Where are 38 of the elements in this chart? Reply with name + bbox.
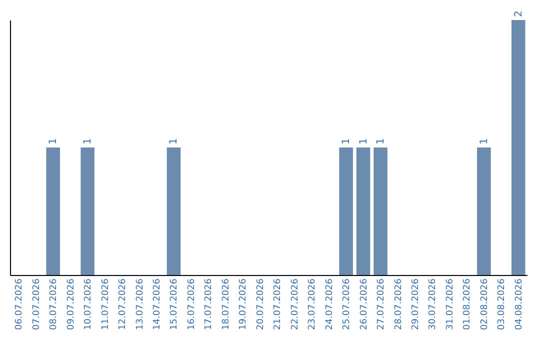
- x-tick-label: 22.07.2026: [290, 278, 300, 330]
- data-label: 1: [376, 138, 387, 144]
- x-tick-label: 24.07.2026: [324, 278, 335, 330]
- x-tick-label: 16.07.2026: [186, 278, 197, 330]
- data-label: 1: [48, 138, 60, 144]
- data-label: 1: [341, 138, 352, 144]
- x-tick-label: 29.07.2026: [410, 278, 421, 330]
- x-tick-label: 17.07.2026: [204, 278, 214, 330]
- x-tick-label: 04.08.2026: [514, 278, 524, 330]
- x-tick-label: 30.07.2026: [428, 278, 438, 330]
- x-tick-label: 20.07.2026: [256, 278, 266, 330]
- x-tick-label: 18.07.2026: [221, 278, 232, 330]
- x-tick-label: 10.07.2026: [84, 278, 94, 330]
- data-label: 2: [513, 10, 524, 17]
- x-tick-label: 08.07.2026: [49, 278, 60, 330]
- data-label: 1: [358, 138, 370, 144]
- x-tick-label: 27.07.2026: [376, 278, 387, 330]
- x-tick-label: 14.07.2026: [152, 278, 162, 330]
- x-tick-label: 12.07.2026: [118, 278, 128, 330]
- x-tick-label: 02.08.2026: [480, 278, 490, 330]
- x-tick-label: 13.07.2026: [135, 278, 146, 330]
- data-label: 1: [82, 138, 94, 144]
- x-tick-label: 31.07.2026: [445, 278, 456, 330]
- x-tick-label: 23.07.2026: [308, 278, 318, 330]
- x-tick-label: 28.07.2026: [394, 278, 404, 330]
- x-tick-label: 26.07.2026: [359, 278, 370, 330]
- x-tick-label: 06.07.2026: [14, 278, 25, 330]
- x-tick-label: 21.07.2026: [273, 278, 284, 330]
- x-tick-label: 09.07.2026: [66, 278, 76, 330]
- x-tick-label: 19.07.2026: [238, 278, 249, 330]
- x-tick-label: 25.07.2026: [342, 278, 352, 330]
- x-tick-label: 03.08.2026: [497, 278, 508, 330]
- data-label: 1: [478, 138, 490, 144]
- x-tick-label: 07.07.2026: [32, 278, 42, 330]
- x-tick-label: 01.08.2026: [462, 278, 473, 330]
- x-tick-label: 15.07.2026: [170, 278, 180, 330]
- data-label: 1: [168, 138, 180, 144]
- x-tick-label: 11.07.2026: [100, 278, 111, 330]
